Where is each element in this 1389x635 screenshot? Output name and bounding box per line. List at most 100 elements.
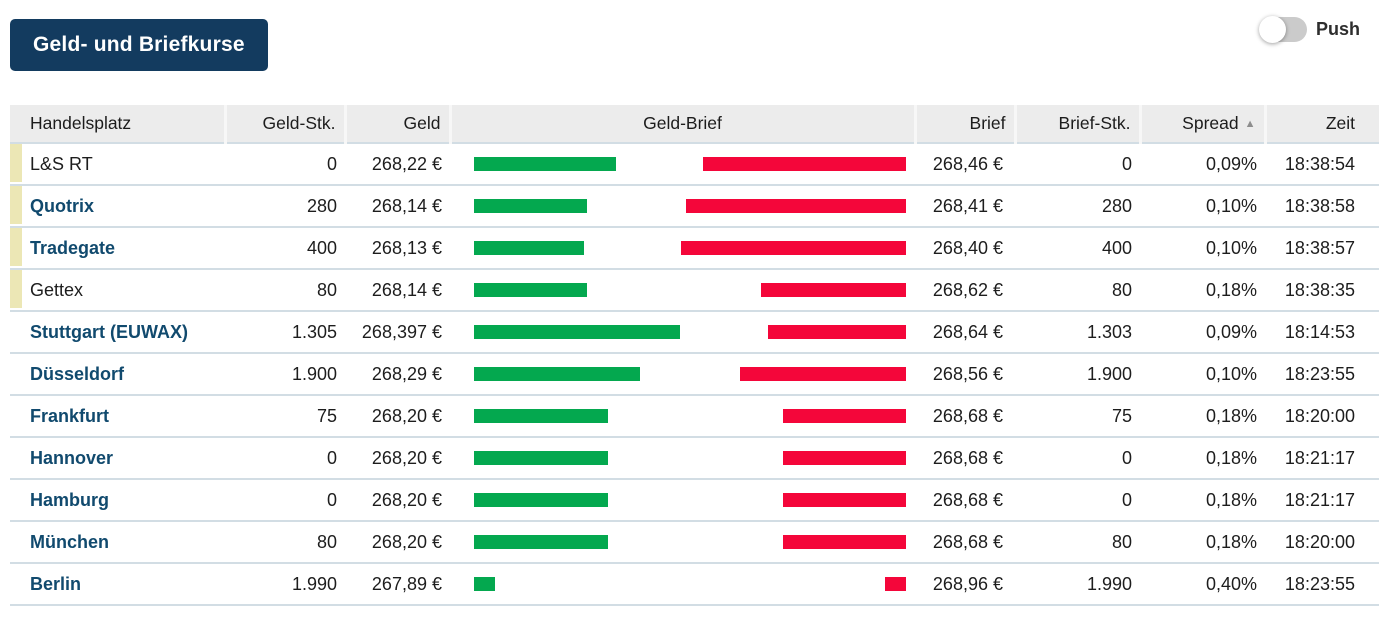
zeit-cell: 18:38:35 — [1265, 269, 1379, 312]
geld-brief-cell — [450, 521, 915, 564]
spread-cell: 0,18% — [1140, 269, 1265, 312]
brief-stk-cell: 75 — [1015, 395, 1140, 438]
brief-cell: 268,56 € — [915, 353, 1015, 396]
zeit-cell: 18:23:55 — [1265, 563, 1379, 606]
venue-name[interactable]: München — [30, 531, 109, 552]
geld-cell: 268,397 € — [345, 311, 450, 354]
topbar: Geld- und Briefkurse Push — [0, 0, 1389, 105]
venue-name[interactable]: Berlin — [30, 573, 82, 594]
push-toggle-switch[interactable] — [1258, 16, 1307, 43]
zeit-cell: 18:21:17 — [1265, 437, 1379, 480]
venue-name[interactable]: Düsseldorf — [30, 363, 125, 384]
table-header-row: Handelsplatz Geld-Stk. Geld Geld-Brief B… — [10, 105, 1379, 144]
brief-bar — [782, 451, 906, 465]
spread-bar-track — [474, 199, 906, 213]
spread-cell: 0,18% — [1140, 521, 1265, 564]
venue-name[interactable]: Tradegate — [30, 237, 116, 258]
spread-bar-track — [474, 535, 906, 549]
col-header-handelsplatz[interactable]: Handelsplatz — [10, 105, 225, 144]
geld-cell: 268,14 € — [345, 269, 450, 312]
venue-cell: Hannover — [10, 437, 225, 480]
zeit-cell: 18:14:53 — [1265, 311, 1379, 354]
table-row: Tradegate 400 268,13 € 268,40 € 400 0,10… — [10, 227, 1379, 270]
venue-cell: L&S RT — [10, 143, 225, 186]
zeit-cell: 18:20:00 — [1265, 395, 1379, 438]
spread-cell: 0,18% — [1140, 395, 1265, 438]
geld-bar — [474, 535, 608, 549]
geld-bar — [474, 325, 681, 339]
push-toggle[interactable]: Push — [1258, 16, 1360, 43]
brief-cell: 268,96 € — [915, 563, 1015, 606]
brief-cell: 268,41 € — [915, 185, 1015, 228]
spread-bar-track — [474, 451, 906, 465]
brief-bar — [702, 157, 906, 171]
highlight-marker — [10, 228, 22, 266]
brief-bar — [685, 199, 906, 213]
zeit-cell: 18:38:54 — [1265, 143, 1379, 186]
brief-cell: 268,68 € — [915, 521, 1015, 564]
geld-stk-cell: 80 — [225, 521, 345, 564]
brief-bar — [680, 241, 906, 255]
geld-bar — [474, 493, 608, 507]
geld-bar — [474, 283, 588, 297]
geld-stk-cell: 1.305 — [225, 311, 345, 354]
table-row: Gettex 80 268,14 € 268,62 € 80 0,18% 18:… — [10, 269, 1379, 312]
geld-brief-cell — [450, 269, 915, 312]
geld-cell: 268,22 € — [345, 143, 450, 186]
geld-cell: 268,29 € — [345, 353, 450, 396]
brief-bar — [768, 325, 906, 339]
geld-brief-cell — [450, 353, 915, 396]
brief-stk-cell: 1.990 — [1015, 563, 1140, 606]
geld-stk-cell: 80 — [225, 269, 345, 312]
venue-name: L&S RT — [30, 153, 93, 174]
col-header-spread[interactable]: Spread ▲ — [1138, 105, 1265, 144]
quotes-table: Handelsplatz Geld-Stk. Geld Geld-Brief B… — [10, 105, 1379, 606]
venue-cell: Frankfurt — [10, 395, 225, 438]
brief-bar — [740, 367, 906, 381]
geld-cell: 268,20 € — [345, 479, 450, 522]
geld-stk-cell: 75 — [225, 395, 345, 438]
venue-name[interactable]: Quotrix — [30, 195, 95, 216]
brief-cell: 268,40 € — [915, 227, 1015, 270]
col-header-spread-label: Spread — [1182, 113, 1239, 133]
venue-name[interactable]: Hamburg — [30, 489, 110, 510]
zeit-cell: 18:20:00 — [1265, 521, 1379, 564]
geld-cell: 268,20 € — [345, 395, 450, 438]
spread-cell: 0,10% — [1140, 227, 1265, 270]
geld-bar — [474, 199, 588, 213]
highlight-marker — [10, 186, 22, 224]
brief-stk-cell: 0 — [1015, 143, 1140, 186]
highlight-marker — [10, 144, 22, 182]
table-row: Frankfurt 75 268,20 € 268,68 € 75 0,18% … — [10, 395, 1379, 438]
geld-stk-cell: 1.990 — [225, 563, 345, 606]
table-row: Stuttgart (EUWAX) 1.305 268,397 € 268,64… — [10, 311, 1379, 354]
brief-bar — [782, 409, 906, 423]
venue-cell: Berlin — [10, 563, 225, 606]
table-row: Düsseldorf 1.900 268,29 € 268,56 € 1.900… — [10, 353, 1379, 396]
col-header-zeit[interactable]: Zeit — [1263, 105, 1379, 144]
geld-bar — [474, 451, 608, 465]
col-header-brief-stk[interactable]: Brief-Stk. — [1013, 105, 1140, 144]
table-row: Quotrix 280 268,14 € 268,41 € 280 0,10% … — [10, 185, 1379, 228]
geld-bar — [474, 409, 608, 423]
venue-cell: Gettex — [10, 269, 225, 312]
spread-cell: 0,18% — [1140, 479, 1265, 522]
col-header-geld-stk[interactable]: Geld-Stk. — [223, 105, 345, 144]
geld-bar — [474, 577, 496, 591]
brief-cell: 268,62 € — [915, 269, 1015, 312]
col-header-brief[interactable]: Brief — [913, 105, 1015, 144]
geld-cell: 268,13 € — [345, 227, 450, 270]
col-header-geld[interactable]: Geld — [343, 105, 450, 144]
push-toggle-knob — [1258, 16, 1286, 43]
venue-name[interactable]: Hannover — [30, 447, 114, 468]
venue-name[interactable]: Frankfurt — [30, 405, 110, 426]
geld-stk-cell: 280 — [225, 185, 345, 228]
brief-stk-cell: 280 — [1015, 185, 1140, 228]
brief-cell: 268,46 € — [915, 143, 1015, 186]
brief-stk-cell: 0 — [1015, 479, 1140, 522]
venue-name[interactable]: Stuttgart (EUWAX) — [30, 321, 188, 342]
venue-cell: München — [10, 521, 225, 564]
col-header-geld-brief[interactable]: Geld-Brief — [448, 105, 915, 144]
table-row: München 80 268,20 € 268,68 € 80 0,18% 18… — [10, 521, 1379, 564]
geld-bar — [474, 157, 617, 171]
